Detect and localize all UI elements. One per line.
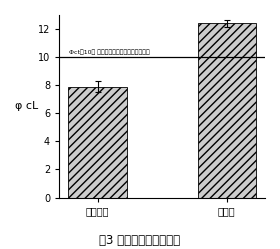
Bar: [198, 23, 256, 197]
Y-axis label: φ cL: φ cL: [15, 101, 38, 111]
Text: Φct＝10； 非破壊片と破壊片とのしきい値: Φct＝10； 非破壊片と破壊片とのしきい値: [69, 49, 150, 55]
Bar: [69, 87, 127, 197]
Text: 図3 形状判別による識別: 図3 形状判別による識別: [99, 234, 181, 247]
